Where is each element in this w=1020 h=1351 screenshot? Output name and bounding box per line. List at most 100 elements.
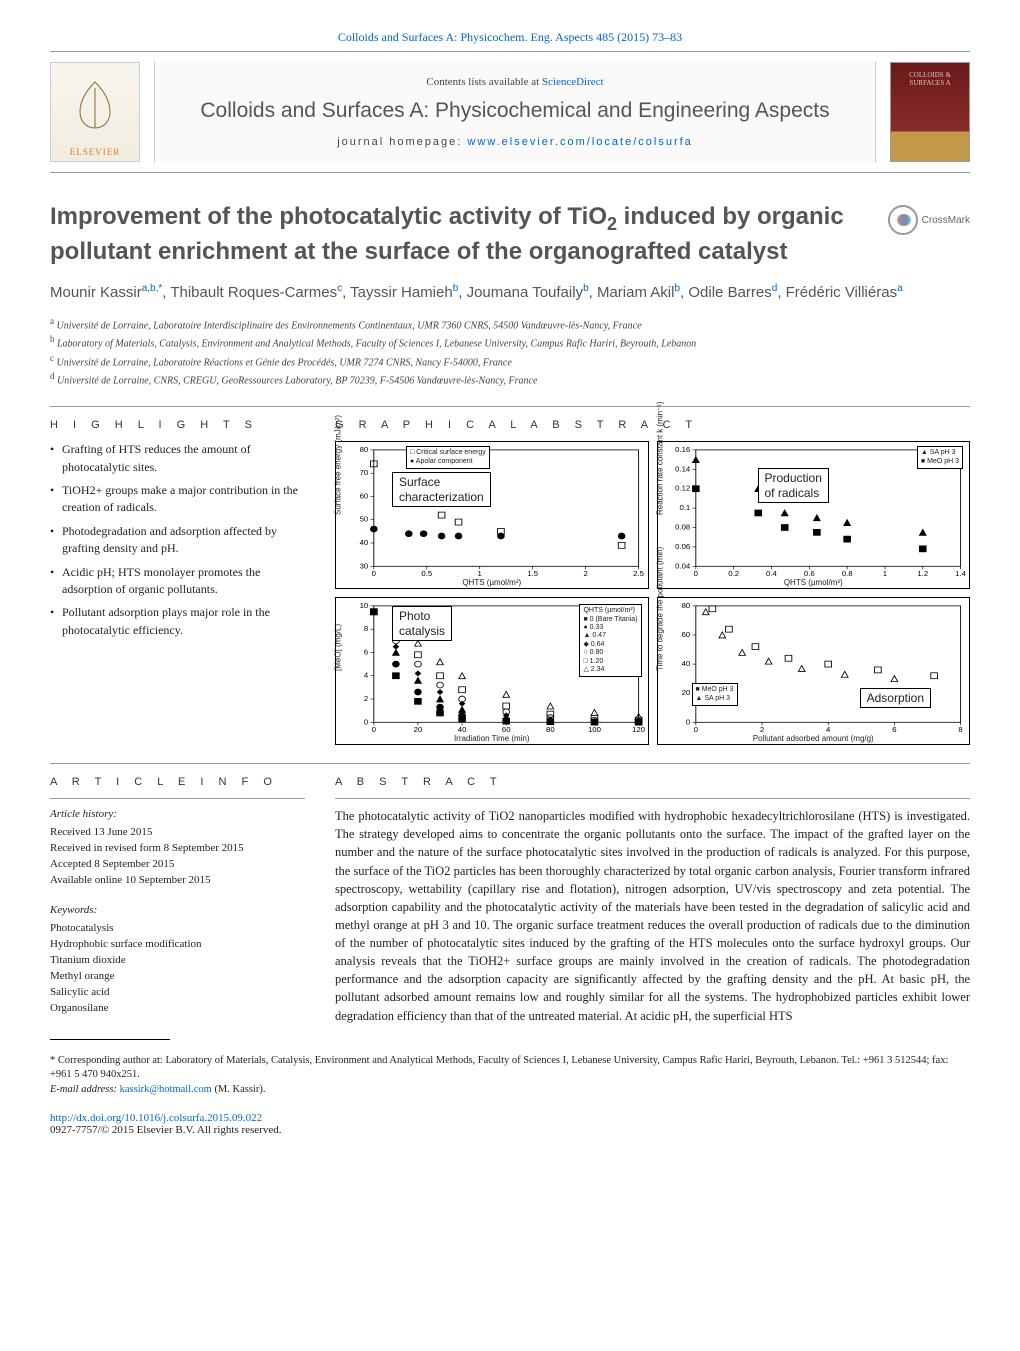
abstract-text: The photocatalytic activity of TiO2 nano…: [335, 807, 970, 1025]
svg-text:1: 1: [882, 570, 886, 578]
graphical-abstract-col: G R A P H I C A L A B S T R A C T 0 0.5 1 1…: [335, 419, 970, 745]
paper-title: Improvement of the photocatalytic activi…: [50, 201, 872, 267]
homepage-line: journal homepage: www.elsevier.com/locat…: [337, 136, 693, 148]
ga-panel-topleft: 00.511.522.5304050607080Surface characte…: [335, 441, 649, 589]
crossmark[interactable]: CrossMark: [888, 205, 970, 235]
affiliations: a Université de Lorraine, Laboratoire In…: [50, 315, 970, 388]
ga-panel-topright: 00.20.40.60.811.21.40.040.060.080.10.120…: [657, 441, 971, 589]
ga-panel-bottomleft: 0204060801001200246810Photo catalysis[Me…: [335, 597, 649, 745]
svg-text:2.5: 2.5: [633, 570, 644, 578]
xlabel: QHTS (µmol/m²): [784, 578, 843, 587]
ylabel: Surface free energy (mJ/m²): [334, 415, 343, 515]
keyword: Organosilane: [50, 1001, 305, 1017]
svg-text:0.08: 0.08: [675, 523, 690, 531]
highlights-heading: H I G H L I G H T S: [50, 419, 305, 431]
svg-text:0.16: 0.16: [675, 445, 690, 453]
svg-text:120: 120: [632, 726, 645, 734]
svg-text:60: 60: [360, 492, 369, 500]
highlights-list: Grafting of HTS reduces the amount of ph…: [50, 441, 305, 639]
keyword: Hydrophobic surface modification: [50, 937, 305, 953]
svg-text:40: 40: [360, 539, 369, 547]
svg-text:0.6: 0.6: [803, 570, 814, 578]
email-link[interactable]: kassirk@hotmail.com: [120, 1084, 212, 1095]
history-line: Accepted 8 September 2015: [50, 857, 305, 873]
affiliation: b Laboratory of Materials, Catalysis, En…: [50, 333, 970, 351]
legend: ▲ SA pH 3■ MeO pH 3: [917, 446, 963, 469]
running-head: Colloids and Surfaces A: Physicochem. En…: [50, 30, 970, 45]
svg-text:0: 0: [372, 570, 376, 578]
svg-text:10: 10: [360, 601, 369, 609]
ylabel: Reaction rate constant k (min⁻¹): [655, 402, 664, 516]
xlabel: QHTS (µmol/m²): [462, 578, 521, 587]
svg-text:0: 0: [693, 570, 697, 578]
keyword: Photocatalysis: [50, 921, 305, 937]
crossmark-label: CrossMark: [922, 215, 970, 226]
history-line: Received 13 June 2015: [50, 825, 305, 841]
svg-text:0.5: 0.5: [421, 570, 432, 578]
history-label: Article history:: [50, 807, 305, 823]
keywords-block: Keywords: PhotocatalysisHydrophobic surf…: [50, 903, 305, 1017]
corresponding-footnote: * Corresponding author at: Laboratory of…: [50, 1054, 970, 1098]
affiliation: d Université de Lorraine, CNRS, CREGU, G…: [50, 370, 970, 388]
svg-text:40: 40: [458, 726, 467, 734]
journal-title: Colloids and Surfaces A: Physicochemical…: [200, 98, 829, 124]
corresponding-text: * Corresponding author at: Laboratory of…: [50, 1054, 970, 1083]
svg-text:0: 0: [372, 726, 376, 734]
contents-line: Contents lists available at ScienceDirec…: [426, 76, 603, 88]
svg-text:60: 60: [502, 726, 511, 734]
legend: QHTS (µmol/m²)■ 0 (Bare Titania)● 0.33▲ …: [579, 604, 641, 677]
svg-text:80: 80: [360, 445, 369, 453]
highlights-col: H I G H L I G H T S Grafting of HTS redu…: [50, 419, 305, 745]
affiliation: c Université de Lorraine, Laboratoire Ré…: [50, 352, 970, 370]
svg-text:0.1: 0.1: [679, 504, 690, 512]
affiliation: a Université de Lorraine, Laboratoire In…: [50, 315, 970, 333]
svg-text:1.2: 1.2: [917, 570, 928, 578]
svg-text:2: 2: [759, 726, 763, 734]
highlight-item: Grafting of HTS reduces the amount of ph…: [50, 441, 305, 476]
authors: Mounir Kassira,b,*, Thibault Roques-Carm…: [50, 281, 970, 305]
keyword: Titanium dioxide: [50, 953, 305, 969]
ga-panel-bottomright: 02468020406080AdsorptionTime to degrade …: [657, 597, 971, 745]
article-info-col: A R T I C L E I N F O Article history: R…: [50, 776, 305, 1025]
svg-text:8: 8: [958, 726, 962, 734]
highlight-item: Acidic pH; HTS monolayer promotes the ad…: [50, 564, 305, 599]
svg-text:4: 4: [826, 726, 830, 734]
divider: [335, 798, 970, 799]
svg-text:2: 2: [364, 695, 368, 703]
title-row: Improvement of the photocatalytic activi…: [50, 201, 970, 267]
publisher-name: ELSEVIER: [70, 147, 121, 157]
ga-heading: G R A P H I C A L A B S T R A C T: [335, 419, 970, 431]
ga-grid: 00.511.522.5304050607080Surface characte…: [335, 441, 970, 745]
svg-text:0.04: 0.04: [675, 562, 690, 570]
doi-block: http://dx.doi.org/10.1016/j.colsurfa.201…: [50, 1112, 970, 1136]
keyword: Methyl orange: [50, 969, 305, 985]
masthead-center: Contents lists available at ScienceDirec…: [154, 62, 876, 162]
ylabel: Time to degrade the pollutant (min): [655, 547, 664, 671]
ga-panel-label: Surface characterization: [392, 472, 491, 507]
issn-line: 0927-7757/© 2015 Elsevier B.V. All right…: [50, 1124, 282, 1136]
highlight-item: TiOH2+ groups make a major contribution …: [50, 482, 305, 517]
keyword: Salicylic acid: [50, 985, 305, 1001]
tree-icon: [70, 78, 120, 132]
svg-text:80: 80: [681, 601, 690, 609]
homepage-link[interactable]: www.elsevier.com/locate/colsurfa: [467, 136, 692, 148]
svg-text:0.06: 0.06: [675, 542, 690, 550]
svg-text:0: 0: [685, 718, 689, 726]
doi-link[interactable]: http://dx.doi.org/10.1016/j.colsurfa.201…: [50, 1112, 262, 1124]
svg-text:70: 70: [360, 469, 369, 477]
history-line: Available online 10 September 2015: [50, 873, 305, 889]
svg-text:1.4: 1.4: [955, 570, 966, 578]
history-line: Received in revised form 8 September 201…: [50, 841, 305, 857]
highlights-ga-row: H I G H L I G H T S Grafting of HTS redu…: [50, 419, 970, 745]
svg-text:8: 8: [364, 625, 368, 633]
sciencedirect-link[interactable]: ScienceDirect: [542, 76, 604, 88]
svg-text:6: 6: [364, 648, 368, 656]
svg-text:0: 0: [364, 718, 368, 726]
svg-text:30: 30: [360, 562, 369, 570]
ylabel: [MeO] (mg/L): [334, 624, 343, 671]
cover-text: COLLOIDS & SURFACES A: [891, 71, 969, 87]
contents-prefix: Contents lists available at: [426, 76, 541, 88]
masthead: ELSEVIER Contents lists available at Sci…: [50, 62, 970, 173]
svg-text:1: 1: [478, 570, 482, 578]
ga-panel-label: Production of radicals: [758, 468, 829, 503]
